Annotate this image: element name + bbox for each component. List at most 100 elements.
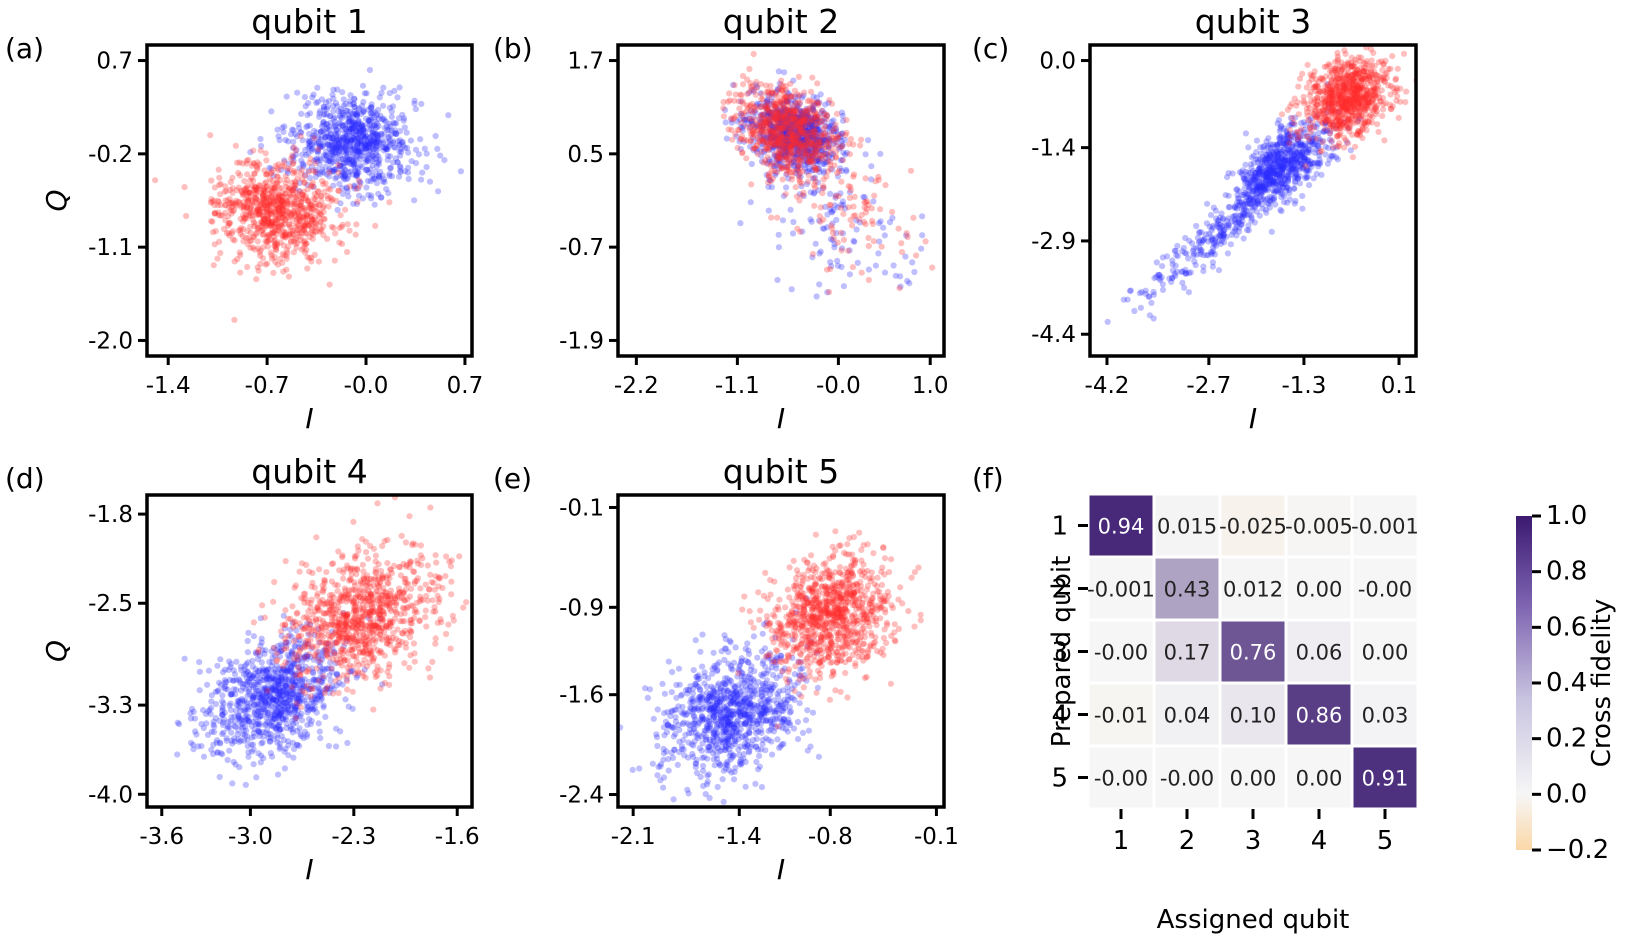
scatter-point bbox=[272, 195, 280, 202]
scatter-point bbox=[792, 119, 799, 126]
scatter-point bbox=[292, 131, 299, 138]
scatter-point bbox=[773, 134, 780, 141]
scatter-point bbox=[911, 268, 918, 276]
scatter-point bbox=[386, 170, 393, 177]
scatter-point bbox=[1293, 140, 1300, 148]
scatter-point bbox=[1291, 185, 1298, 192]
scatter-point bbox=[774, 123, 781, 130]
scatter-point bbox=[312, 156, 319, 163]
scatter-point bbox=[290, 209, 298, 217]
scatter-point bbox=[306, 204, 313, 211]
scatter-point bbox=[1365, 99, 1372, 107]
scatter-point bbox=[764, 97, 771, 104]
scatter-point bbox=[788, 141, 796, 148]
scatter-point bbox=[791, 122, 799, 130]
scatter-point bbox=[256, 197, 264, 204]
scatter-point bbox=[768, 129, 776, 136]
scatter-point bbox=[787, 145, 794, 152]
scatter-point bbox=[799, 143, 806, 150]
scatter-point bbox=[1231, 213, 1238, 220]
scatter-point bbox=[810, 107, 817, 114]
scatter-point bbox=[776, 103, 784, 110]
scatter-point bbox=[784, 111, 791, 118]
scatter-point bbox=[803, 134, 810, 141]
scatter-point bbox=[1353, 71, 1360, 78]
scatter-point bbox=[326, 173, 333, 180]
scatter-point bbox=[738, 92, 745, 99]
scatter-point bbox=[793, 158, 800, 165]
scatter-point bbox=[280, 128, 287, 135]
scatter-point bbox=[353, 173, 361, 180]
scatter-point bbox=[1293, 156, 1300, 163]
scatter-point bbox=[1282, 154, 1289, 161]
scatter-point bbox=[767, 82, 774, 89]
scatter-point bbox=[1364, 118, 1371, 125]
scatter-point bbox=[260, 208, 267, 215]
scatter-point bbox=[777, 128, 784, 135]
scatter-point bbox=[808, 218, 815, 225]
scatter-point bbox=[309, 134, 317, 141]
scatter-point bbox=[1340, 86, 1347, 93]
scatter-point bbox=[1326, 136, 1333, 143]
scatter-point bbox=[278, 162, 286, 169]
scatter-point bbox=[1236, 198, 1243, 205]
scatter-point bbox=[1383, 74, 1390, 82]
scatter-point bbox=[342, 144, 349, 151]
scatter-point bbox=[1229, 213, 1236, 220]
scatter-point bbox=[1279, 166, 1286, 173]
scatter-point bbox=[1315, 163, 1322, 170]
scatter-point bbox=[791, 139, 798, 146]
scatter-point bbox=[813, 118, 820, 125]
scatter-point bbox=[768, 109, 775, 116]
scatter-point bbox=[330, 144, 337, 151]
scatter-point bbox=[279, 197, 286, 204]
scatter-point bbox=[763, 145, 771, 152]
scatter-point bbox=[757, 132, 764, 139]
y-tick-label: 0.5 bbox=[567, 142, 604, 168]
scatter-point bbox=[791, 116, 798, 123]
scatter-point bbox=[792, 107, 799, 114]
scatter-point bbox=[1306, 142, 1314, 149]
scatter-point bbox=[1329, 145, 1336, 152]
scatter-point bbox=[336, 119, 343, 126]
scatter-point bbox=[272, 244, 279, 251]
scatter-point bbox=[283, 203, 290, 210]
scatter-point bbox=[1278, 167, 1285, 174]
scatter-point bbox=[1248, 215, 1255, 222]
scatter-point bbox=[1275, 117, 1282, 124]
scatter-point bbox=[1307, 115, 1314, 122]
scatter-point bbox=[1304, 167, 1311, 174]
scatter-point bbox=[228, 203, 235, 211]
scatter-point bbox=[387, 132, 394, 139]
scatter-point bbox=[260, 199, 267, 206]
scatter-point bbox=[1283, 184, 1290, 191]
scatter-point bbox=[1332, 113, 1339, 120]
scatter-point bbox=[1208, 227, 1215, 234]
scatter-point bbox=[246, 238, 253, 245]
scatter-point bbox=[1244, 226, 1251, 234]
scatter-point bbox=[801, 89, 808, 96]
scatter-point bbox=[271, 187, 278, 194]
scatter-point bbox=[772, 115, 779, 122]
scatter-point bbox=[280, 268, 287, 275]
scatter-point bbox=[387, 165, 394, 172]
scatter-point bbox=[772, 137, 779, 144]
scatter-point bbox=[767, 110, 774, 117]
scatter-point bbox=[1334, 97, 1341, 104]
scatter-point bbox=[244, 198, 252, 205]
scatter-point bbox=[298, 198, 305, 205]
scatter-point bbox=[1333, 65, 1340, 72]
scatter-point bbox=[811, 181, 818, 188]
scatter-point bbox=[1355, 85, 1362, 92]
scatter-point bbox=[1350, 105, 1357, 112]
scatter-point bbox=[816, 140, 823, 147]
scatter-point bbox=[405, 164, 412, 171]
scatter-point bbox=[354, 135, 361, 142]
scatter-point bbox=[801, 157, 808, 164]
scatter-point bbox=[882, 182, 889, 189]
scatter-point bbox=[817, 204, 824, 211]
panel-title: qubit 2 bbox=[723, 2, 839, 41]
scatter-point bbox=[800, 120, 808, 127]
scatter-point bbox=[1262, 157, 1270, 164]
scatter-point bbox=[1183, 250, 1190, 257]
